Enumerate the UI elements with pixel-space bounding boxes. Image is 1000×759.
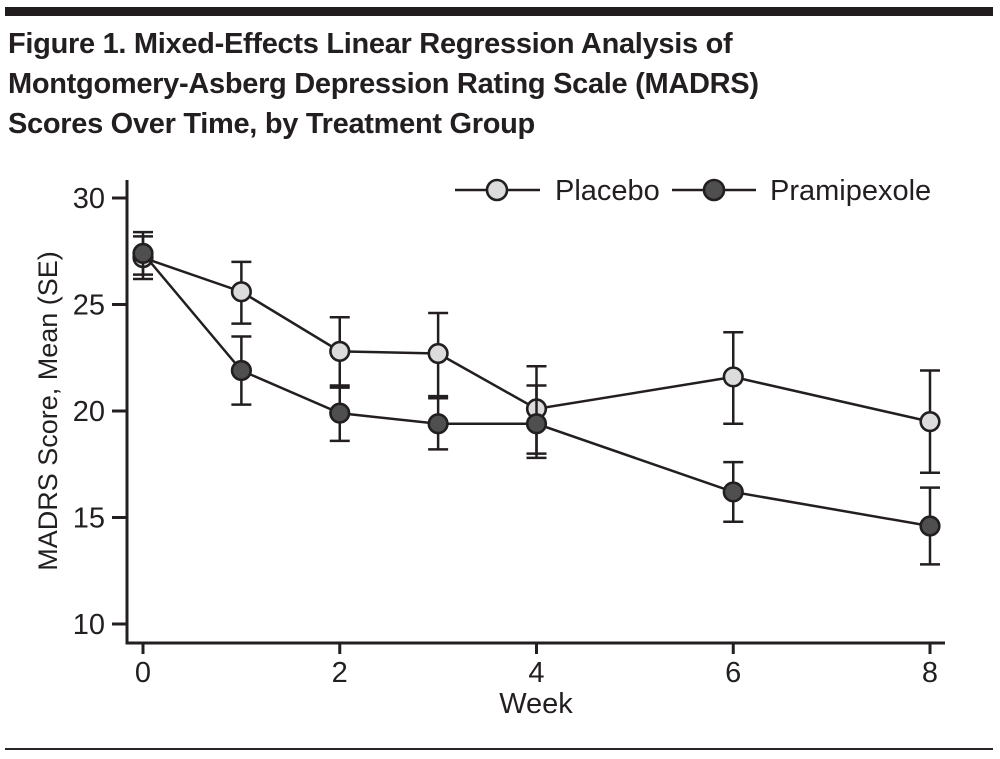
data-point-marker: [919, 515, 941, 537]
x-axis-tick-label: 8: [922, 657, 938, 689]
data-point-marker: [722, 481, 744, 503]
x-axis-tick-label: 6: [725, 657, 741, 689]
x-axis-ticks: 0 2 4 6 8: [135, 643, 938, 689]
x-axis-tick-label: 0: [135, 657, 151, 689]
chart-canvas: 30 25 20 15 10 0 2 4 6 8 Week MADRS Score, Mean (SE…: [33, 175, 945, 720]
data-point-marker: [525, 413, 548, 435]
legend-entry-pramipexole: Pramipexole: [672, 175, 931, 207]
bottom-rule: [5, 748, 993, 750]
data-point-marker: [230, 281, 252, 303]
data-point-marker: [919, 411, 941, 433]
markers-placebo: [132, 247, 941, 433]
legend-label: Pramipexole: [770, 175, 931, 207]
y-axis-ticks: 30 25 20 15 10: [73, 183, 127, 641]
y-axis-tick-label: 30: [73, 183, 105, 215]
y-axis-tick-label: 10: [73, 609, 105, 641]
data-point-marker: [329, 402, 351, 424]
legend: Placebo Pramipexole: [455, 175, 931, 207]
x-axis-tick-label: 4: [528, 657, 544, 689]
figure-title: Figure 1. Mixed-Effects Linear Regressio…: [8, 24, 759, 144]
legend-entry-placebo: Placebo: [455, 175, 660, 207]
y-axis-tick-label: 25: [73, 290, 105, 322]
y-axis-tick-label: 20: [73, 396, 105, 428]
figure-title-line-3: Scores Over Time, by Treatment Group: [8, 108, 535, 140]
y-axis-tick-label: 15: [73, 503, 105, 535]
markers-pramipexole: [132, 242, 941, 537]
madrs-line-chart: 30 25 20 15 10 0 2 4 6 8 Week MADRS Score, Mean (SE…: [0, 150, 1000, 750]
series-pramipexole: [132, 230, 941, 566]
x-axis-title: Week: [499, 688, 573, 720]
data-point-marker: [230, 359, 252, 382]
top-rule: [5, 7, 993, 16]
y-axis-title: MADRS Score, Mean (SE): [33, 251, 63, 571]
data-point-marker: [132, 242, 154, 264]
data-point-marker: [427, 342, 449, 365]
figure-title-line-2: Montgomery-Asberg Depression Rating Scal…: [8, 68, 759, 100]
x-axis-tick-label: 2: [332, 657, 348, 689]
data-point-marker: [722, 366, 744, 388]
legend-label: Placebo: [555, 175, 660, 207]
figure-title-line-1: Figure 1. Mixed-Effects Linear Regressio…: [8, 28, 733, 60]
data-point-marker: [329, 340, 351, 362]
data-point-marker: [427, 413, 449, 435]
error-bars-pramipexole: [133, 230, 940, 566]
legend-marker-icon: [702, 178, 726, 202]
legend-marker-icon: [485, 178, 509, 202]
